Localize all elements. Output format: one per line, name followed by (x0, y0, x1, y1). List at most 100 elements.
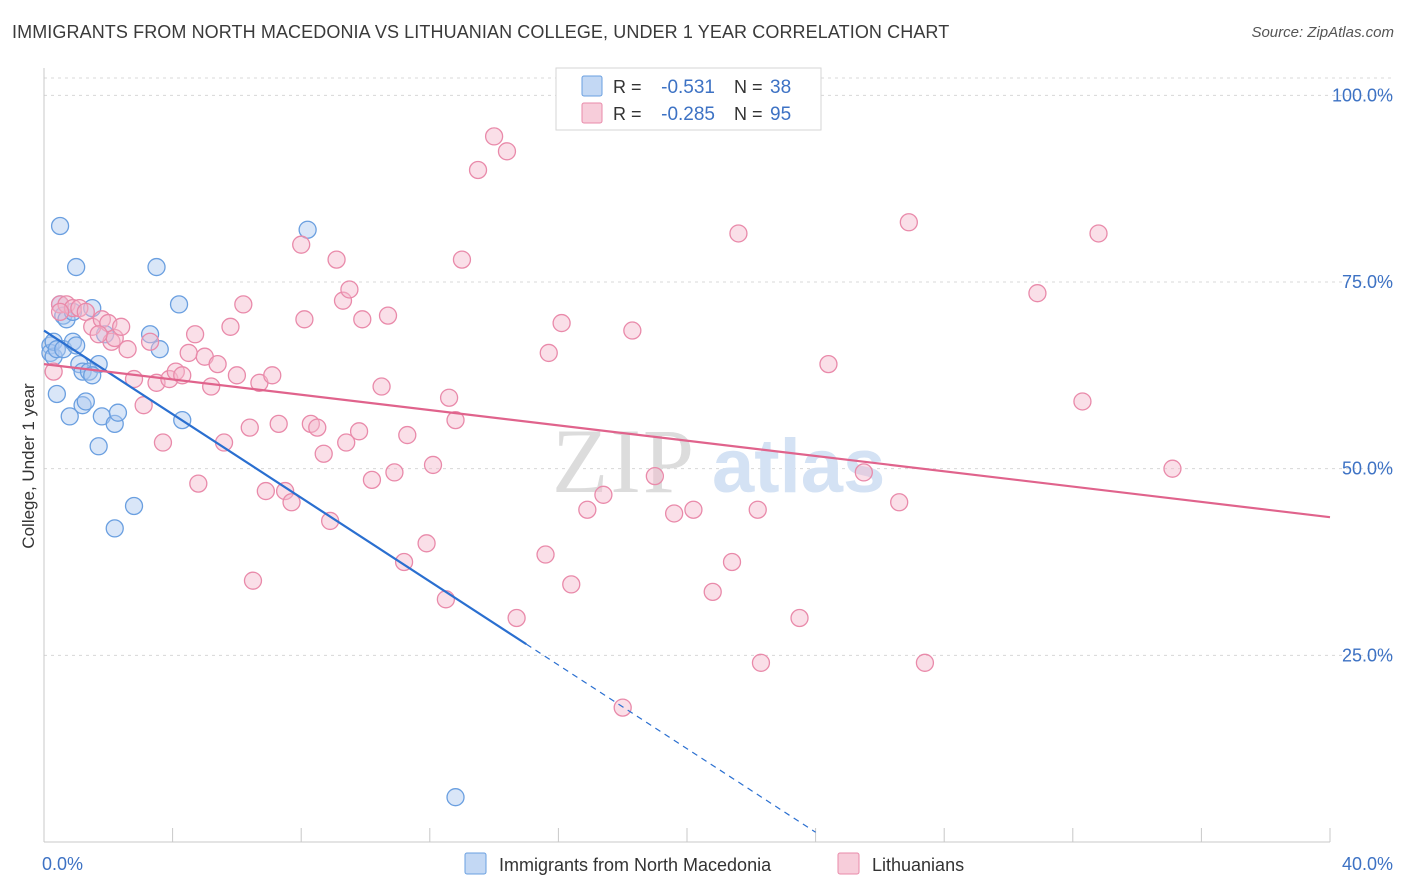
point-lithuanians (899, 213, 918, 232)
point-north-macedonia (105, 414, 124, 434)
point-lithuanians (308, 418, 327, 437)
y-axis-title: College, Under 1 year (19, 383, 38, 549)
point-lithuanians (240, 418, 259, 437)
point-lithuanians (613, 698, 632, 717)
point-lithuanians (349, 422, 369, 441)
point-lithuanians (1073, 392, 1092, 411)
point-lithuanians (295, 310, 314, 329)
point-lithuanians (578, 500, 597, 519)
point-north-macedonia (47, 340, 67, 359)
chart-title: IMMIGRANTS FROM NORTH MACEDONIA VS LITHU… (12, 22, 950, 42)
point-north-macedonia (105, 519, 124, 538)
point-lithuanians (423, 455, 443, 475)
point-lithuanians (340, 280, 359, 299)
point-lithuanians (118, 340, 137, 359)
legend-n-value: 38 (770, 77, 791, 98)
point-lithuanians (452, 250, 472, 269)
point-north-macedonia (169, 295, 189, 314)
point-lithuanians (44, 362, 63, 381)
point-lithuanians (282, 493, 301, 512)
point-lithuanians (507, 608, 526, 628)
point-lithuanians (645, 466, 664, 486)
legend-bottom-swatch-blue (464, 852, 487, 875)
point-lithuanians (915, 653, 935, 672)
point-lithuanians (134, 396, 153, 415)
point-lithuanians (314, 444, 333, 463)
x-tick-label-max: 40.0% (1342, 854, 1393, 874)
point-north-macedonia (47, 384, 67, 404)
point-north-macedonia (446, 788, 465, 807)
y-tick-label: 100.0% (1332, 85, 1393, 105)
point-lithuanians (436, 590, 456, 609)
point-lithuanians (684, 500, 703, 519)
y-tick-label: 25.0% (1342, 645, 1393, 665)
trendline-north-macedonia-extension (525, 643, 816, 833)
point-lithuanians (333, 291, 353, 310)
legend-r-label: R = (613, 104, 642, 124)
point-north-macedonia (124, 496, 144, 516)
legend-swatch-blue (581, 75, 603, 97)
point-lithuanians (536, 545, 555, 564)
point-lithuanians (353, 310, 372, 329)
legend-bottom-label: Lithuanians (872, 855, 964, 875)
legend-bottom-swatch-pink (837, 852, 860, 875)
legend-swatch-pink (581, 102, 603, 124)
point-north-macedonia (89, 437, 108, 456)
point-lithuanians (185, 325, 205, 344)
point-north-macedonia (140, 325, 160, 344)
point-lithuanians (398, 425, 417, 445)
y-tick-label: 50.0% (1342, 459, 1393, 479)
point-lithuanians (819, 354, 838, 374)
legend-n-label: N = (734, 104, 763, 124)
point-north-macedonia (67, 257, 86, 277)
point-lithuanians (50, 302, 70, 322)
watermark-atlas: atlas (712, 424, 885, 509)
point-lithuanians (439, 388, 459, 407)
point-lithuanians (378, 306, 398, 325)
point-lithuanians (256, 481, 275, 501)
x-tick-label-min: 0.0% (42, 854, 83, 874)
point-lithuanians (372, 377, 391, 396)
legend-bottom-label: Immigrants from North Macedonia (499, 855, 772, 875)
point-lithuanians (234, 295, 253, 314)
point-lithuanians (664, 504, 684, 523)
point-lithuanians (751, 653, 771, 672)
point-north-macedonia (50, 216, 70, 236)
point-lithuanians (202, 377, 221, 396)
legend-n-label: N = (734, 77, 763, 97)
point-lithuanians (275, 481, 295, 501)
point-lithuanians (189, 474, 208, 493)
point-lithuanians (153, 433, 173, 452)
point-lithuanians (729, 224, 748, 243)
point-lithuanians (594, 485, 613, 504)
point-lithuanians (227, 366, 247, 385)
point-lithuanians (1089, 224, 1108, 243)
point-lithuanians (890, 493, 909, 512)
point-lithuanians (112, 317, 131, 336)
point-lithuanians (623, 321, 642, 340)
point-lithuanians (269, 414, 288, 434)
point-lithuanians (263, 366, 282, 385)
legend-n-value: 95 (770, 104, 791, 125)
point-lithuanians (362, 470, 382, 490)
point-north-macedonia (60, 407, 79, 426)
legend-r-label: R = (613, 77, 642, 97)
y-tick-label: 75.0% (1342, 272, 1393, 292)
point-lithuanians (552, 313, 571, 333)
point-lithuanians (208, 354, 227, 374)
point-lithuanians (337, 433, 356, 452)
point-lithuanians (385, 463, 404, 482)
legend-r-value: -0.285 (661, 104, 715, 125)
point-lithuanians (221, 317, 240, 336)
point-lithuanians (446, 410, 465, 430)
point-lithuanians (484, 127, 504, 146)
point-north-macedonia (150, 340, 169, 359)
point-lithuanians (327, 250, 346, 269)
point-lithuanians (89, 325, 108, 344)
point-lithuanians (1028, 284, 1047, 303)
point-lithuanians (562, 575, 581, 594)
point-lithuanians (497, 142, 517, 161)
point-lithuanians (790, 608, 809, 628)
point-lithuanians (748, 500, 767, 519)
